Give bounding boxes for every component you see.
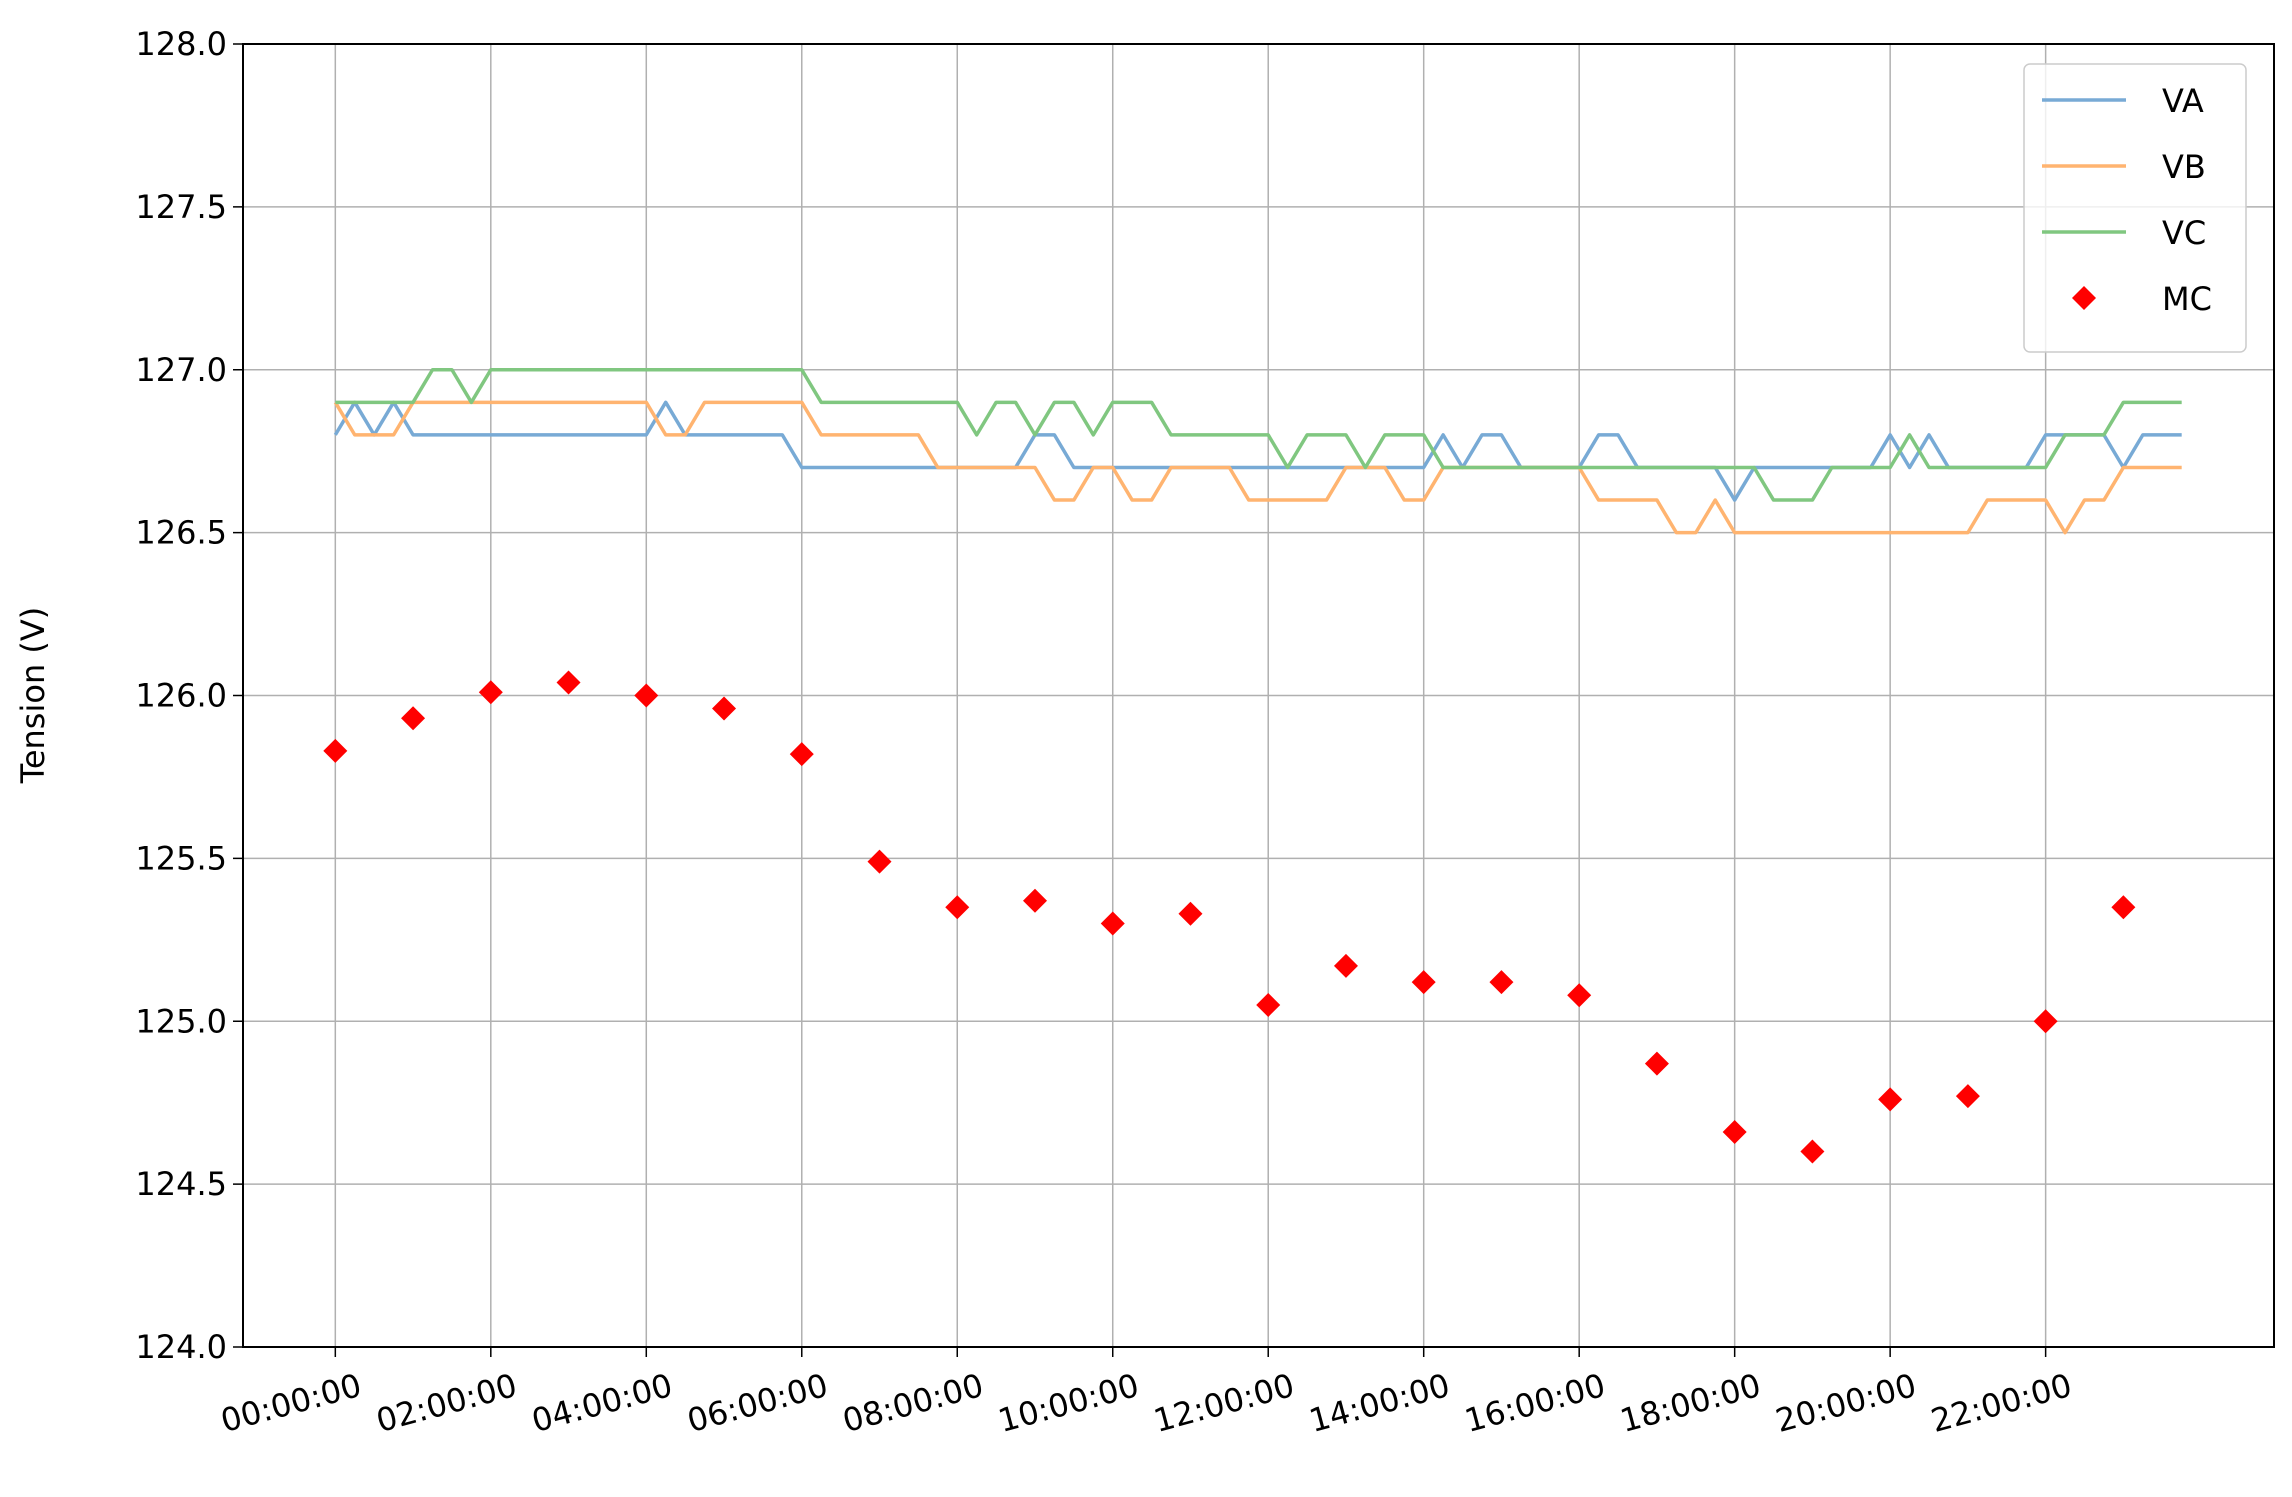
x-tick-label: 04:00:00 — [528, 1366, 677, 1440]
scatter-point — [1411, 970, 1436, 995]
legend-marker — [2072, 286, 2096, 310]
y-tick-label: 124.0 — [135, 1328, 227, 1366]
x-tick-label: 18:00:00 — [1616, 1366, 1765, 1440]
scatter-point — [867, 849, 892, 874]
legend-label: VC — [2162, 214, 2206, 252]
x-tick-label: 14:00:00 — [1305, 1366, 1454, 1440]
scatter-point — [1256, 992, 1281, 1017]
line-series — [335, 368, 2182, 502]
scatter-point — [556, 670, 581, 695]
x-tick-label: 00:00:00 — [217, 1366, 366, 1440]
scatter-point — [634, 683, 659, 708]
scatter-point — [789, 742, 814, 767]
scatter-point — [1722, 1120, 1747, 1145]
y-tick-label: 125.0 — [135, 1002, 227, 1040]
scatter-point — [2033, 1009, 2058, 1034]
legend-label: VA — [2162, 82, 2204, 120]
line-series — [333, 400, 2182, 502]
scatter-point — [1022, 888, 1047, 913]
x-tick-label: 08:00:00 — [839, 1366, 988, 1440]
x-tick-label: 16:00:00 — [1461, 1366, 1610, 1440]
legend-label: VB — [2162, 148, 2206, 186]
scatter-point — [1489, 970, 1514, 995]
x-tick-label: 02:00:00 — [372, 1366, 521, 1440]
x-tick-label: 06:00:00 — [683, 1366, 832, 1440]
legend-box — [2023, 63, 2247, 353]
scatter-point — [1333, 953, 1358, 978]
scatter-point — [1878, 1087, 1903, 1112]
legend-label: MC — [2162, 280, 2212, 318]
y-tick-label: 128.0 — [135, 25, 227, 63]
scatter-point — [1955, 1084, 1980, 1109]
y-axis-label: Tension (V) — [14, 607, 52, 785]
plot-frame — [242, 43, 2275, 1348]
scatter-point — [1100, 911, 1125, 936]
scatter-point — [712, 696, 737, 721]
x-tick-label: 10:00:00 — [994, 1366, 1143, 1440]
y-tick-label: 126.5 — [135, 514, 227, 552]
y-tick-label: 127.0 — [135, 351, 227, 389]
scatter-point — [323, 738, 348, 763]
y-tick-label: 125.5 — [135, 839, 227, 877]
x-tick-label: 12:00:00 — [1150, 1366, 1299, 1440]
scatter-point — [1800, 1139, 1825, 1164]
x-tick-label: 20:00:00 — [1772, 1366, 1921, 1440]
scatter-point — [401, 706, 426, 731]
y-tick-label: 127.5 — [135, 188, 227, 226]
x-tick-label: 22:00:00 — [1927, 1366, 2076, 1440]
y-tick-label: 126.0 — [135, 677, 227, 715]
scatter-point — [1567, 983, 1592, 1008]
line-series — [333, 400, 2182, 535]
scatter-point — [1178, 901, 1203, 926]
y-tick-label: 124.5 — [135, 1165, 227, 1203]
scatter-point — [2111, 895, 2136, 920]
scatter-point — [478, 680, 503, 705]
scatter-point — [1644, 1051, 1669, 1076]
scatter-point — [945, 895, 970, 920]
